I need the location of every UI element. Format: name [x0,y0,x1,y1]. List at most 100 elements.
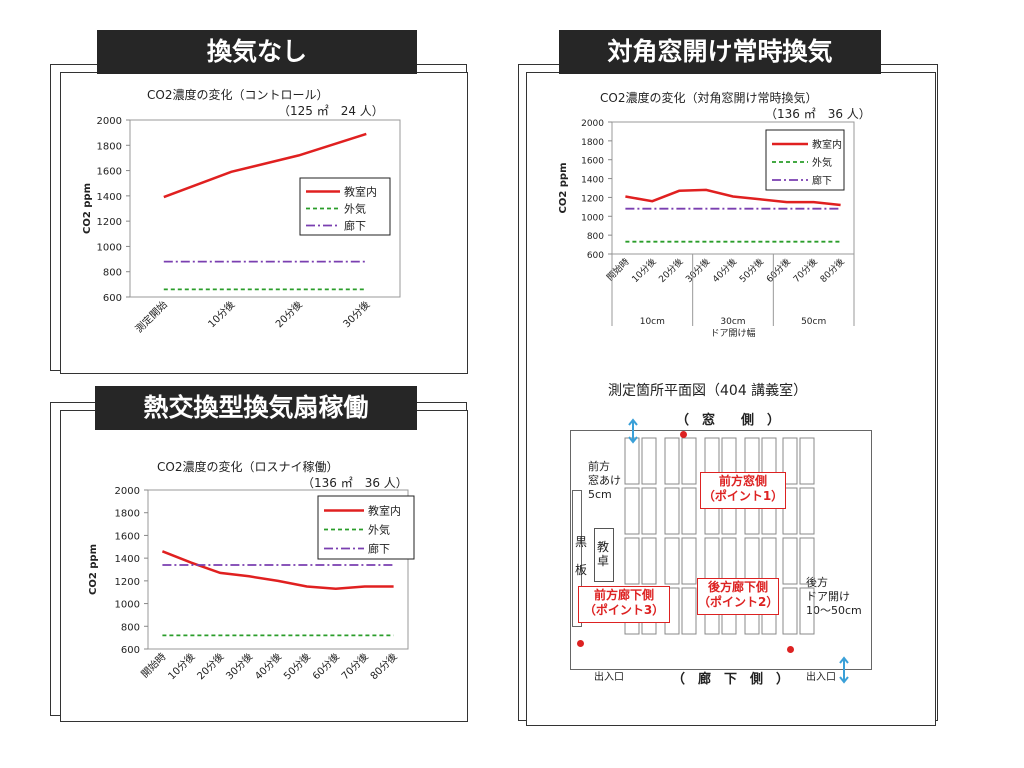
y-axis-label: CO2 ppm [558,162,569,213]
y-tick-label: 1800 [97,141,122,152]
legend-label: 教室内 [368,504,401,518]
legend-box [317,495,415,560]
y-tick-label: 1400 [581,176,604,186]
desk [681,587,697,635]
legend-label: 教室内 [344,185,377,199]
chart1-subtitle: （125 ㎡ 24 人） [278,104,384,118]
x-tick-label: 30分後 [340,298,372,330]
exit-right-label: 出入口 [806,672,836,683]
chart2: 2000 1800 1600 1400 1200 1000 800 600 CO2 ppm 開始時… [88,486,415,682]
desk [641,537,657,585]
point1-marker [680,431,687,438]
legend-label: 廊下 [344,219,366,233]
group-title: ドア開け幅 [710,327,755,339]
blackboard-label: 黒 板 [575,535,588,577]
y-tick-label: 1200 [115,577,140,588]
rear-door-label: 後方 ドア開け 10～50cm [806,576,862,617]
chart2-subtitle: （136 ㎡ 36 人） [302,476,408,490]
legend-label: 外気 [812,156,832,169]
x-tick-label: 80分後 [817,256,846,285]
y-tick-label: 1000 [581,213,604,223]
y-tick-label: 800 [103,268,122,279]
y-axis-label: CO2 ppm [82,183,93,234]
desk [624,487,640,535]
exit-left-label: 出入口 [594,672,624,683]
y-tick-label: 1000 [97,242,122,253]
y-tick-label: 800 [121,622,140,633]
y-tick-label: 1200 [581,194,604,204]
x-tick-label: 70分後 [338,650,370,682]
rear-door-arrow-icon [839,656,849,684]
desk [782,437,798,485]
x-tick-label: 10分後 [629,256,658,285]
legend-label: 廊下 [812,174,832,187]
y-tick-label: 600 [103,293,122,304]
series-line-教室内 [161,550,394,591]
group-label: 10cm [640,317,665,327]
y-tick-label: 1400 [97,192,122,203]
x-tick-label: 20分後 [656,256,685,285]
front-window-arrow-icon [628,418,638,444]
y-tick-label: 1600 [581,157,604,167]
chart3: 2000 1800 1600 1400 1200 1000 800 600 CO2 ppm 開始時… [558,119,855,339]
series-line-教室内 [625,188,841,207]
y-tick-label: 600 [121,645,140,656]
y-tick-label: 1200 [97,217,122,228]
desk [799,537,815,585]
x-tick-label: 50分後 [281,650,313,682]
point2-marker [787,646,794,653]
y-tick-label: 2000 [97,116,122,127]
legend-label: 教室内 [812,138,842,151]
point1-label: 前方窓側 （ポイント1） [700,472,786,509]
desk [799,437,815,485]
x-tick-label: 開始時 [604,256,632,284]
corridor-side-label: （ 廊 下 側 ） [672,672,790,687]
desk [624,437,640,485]
blackboard [572,490,582,627]
x-tick-label: 80分後 [367,650,399,682]
header-no-ventilation: 換気なし [97,30,417,74]
legend-label: 廊下 [368,542,390,556]
teacher-desk [594,528,614,582]
legend-box [765,129,845,191]
y-tick-label: 2000 [115,486,140,497]
y-tick-label: 2000 [581,119,604,129]
floorplan [570,430,872,670]
point3-label: 前方廊下側 （ポイント3） [578,586,670,623]
chart3-title: CO2濃度の変化（対角窓開け常時換気） [600,91,818,105]
y-tick-label: 600 [587,251,604,261]
desk [624,537,640,585]
header-diagonal-window: 対角窓開け常時換気 [559,30,881,74]
series-line-教室内 [163,132,367,199]
x-tick-label: 開始時 [138,650,168,680]
chart2-title: CO2濃度の変化（ロスナイ稼働） [157,460,339,474]
desk [799,487,815,535]
y-tick-label: 1600 [115,531,140,542]
x-tick-label: 50分後 [737,256,766,285]
x-tick-label: 30分後 [223,650,255,682]
desk [782,537,798,585]
x-tick-label: 測定開始 [132,298,169,335]
desk [782,587,798,635]
plot-area [147,489,409,650]
chart1-title: CO2濃度の変化（コントロール） [147,88,329,102]
x-tick-label: 40分後 [252,650,284,682]
x-tick-label: 10分後 [165,650,197,682]
desk [664,437,680,485]
plot-area [129,119,401,298]
teacher-desk-label: 教 卓 [597,540,610,568]
desk [681,537,697,585]
y-tick-label: 800 [587,232,604,242]
y-tick-label: 1000 [115,600,140,611]
x-tick-label: 20分後 [273,298,305,330]
legend-label: 外気 [344,202,366,216]
desk [681,487,697,535]
window-side-label: （ 窓 側 ） [676,413,781,428]
x-tick-label: 60分後 [764,256,793,285]
desk [681,437,697,485]
legend-label: 外気 [368,523,390,537]
y-axis-label: CO2 ppm [88,544,99,595]
header-lossnay: 熱交換型換気扇稼働 [95,386,417,430]
x-tick-label: 60分後 [310,650,342,682]
y-tick-label: 1600 [97,167,122,178]
